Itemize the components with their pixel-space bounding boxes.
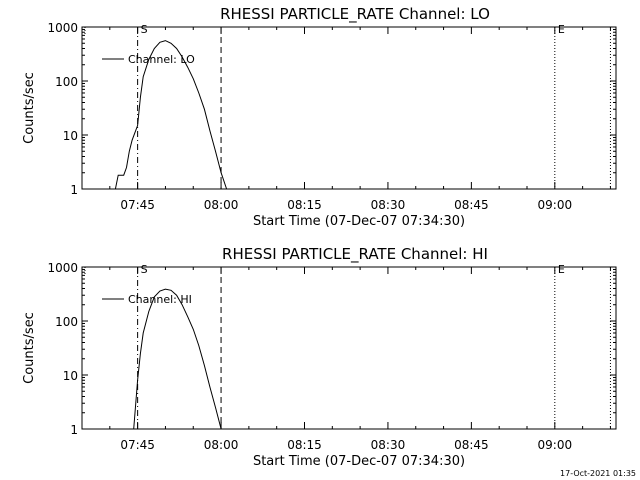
panel-1-y-tick-label: 1	[70, 183, 78, 197]
panel-1-plot-frame	[81, 26, 617, 190]
panel-1-x-tick-label: 08:15	[287, 198, 322, 212]
timestamp: 17-Oct-2021 01:35	[560, 469, 636, 478]
panel-2-x-tick-label: 07:45	[120, 438, 155, 452]
panel-1-time-marker-label: S	[141, 23, 148, 36]
panel-2-x-tick-label: 08:15	[287, 438, 322, 452]
panel-2-chart-title: RHESSI PARTICLE_RATE Channel: HI	[222, 245, 488, 264]
panel-1-y-axis-label: Counts/sec	[22, 72, 37, 144]
panel-2-y-tick-label: 10	[63, 369, 78, 383]
panel-1-y-tick-label: 10	[63, 129, 78, 143]
panel-2-x-tick-label: 09:00	[538, 438, 573, 452]
panel-2-y-tick-label: 100	[55, 315, 78, 329]
panel-1-time-marker-label: E	[558, 23, 565, 36]
panel-1-series-line-1	[114, 40, 228, 190]
panel-2-y-axis-label: Counts/sec	[22, 312, 37, 384]
panel-1-x-tick-label: 08:30	[371, 198, 406, 212]
panel-2-legend-label: Channel: HI	[128, 293, 192, 306]
panel-1-x-tick-label: 07:45	[120, 198, 155, 212]
panel-1-x-axis-label: Start Time (07-Dec-07 07:34:30)	[253, 214, 465, 229]
panel-1-x-tick-label: 09:00	[538, 198, 573, 212]
panel-2-plot-frame	[81, 266, 617, 430]
panel-2-x-tick-label: 08:45	[454, 438, 489, 452]
panel-1-legend-label: Channel: LO	[128, 53, 195, 66]
panel-2-time-marker-label: S	[141, 263, 148, 276]
panel-2-series-line-1	[133, 288, 222, 430]
panel-2-x-tick-label: 08:30	[371, 438, 406, 452]
panel-1-x-tick-label: 08:45	[454, 198, 489, 212]
panel-1-chart-title: RHESSI PARTICLE_RATE Channel: LO	[220, 5, 490, 24]
panel-2-time-marker-label: E	[558, 263, 565, 276]
panel-2-y-tick-label: 1	[70, 423, 78, 437]
panel-1-x-tick-label: 08:00	[204, 198, 239, 212]
panel-1-y-tick-label: 1000	[47, 21, 78, 35]
panel-2-x-axis-label: Start Time (07-Dec-07 07:34:30)	[253, 454, 465, 469]
panel-2-x-tick-label: 08:00	[204, 438, 239, 452]
panel-2-y-tick-label: 1000	[47, 261, 78, 275]
panel-1-y-tick-label: 100	[55, 75, 78, 89]
